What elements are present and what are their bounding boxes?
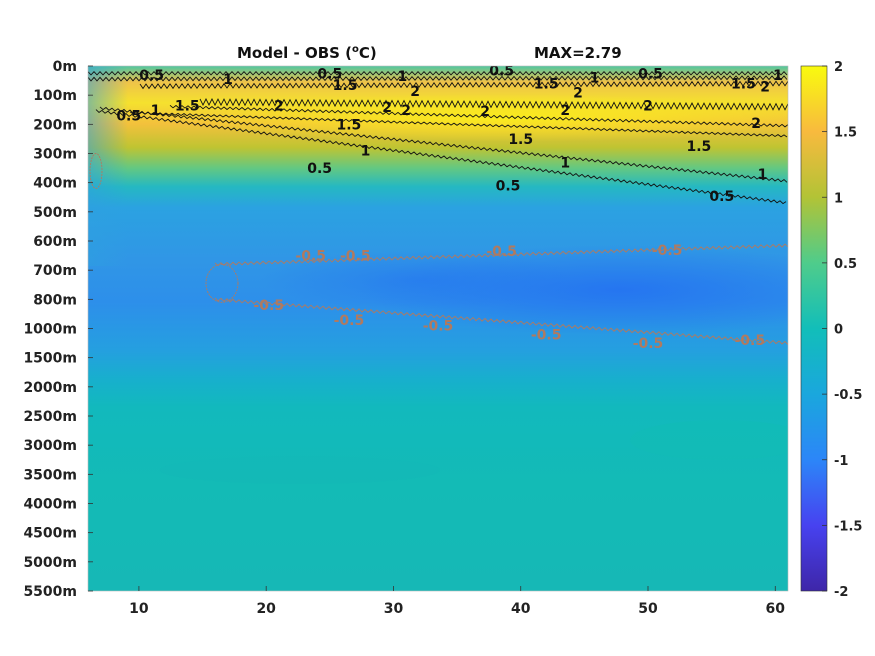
contour-label: -0.5 bbox=[486, 244, 517, 260]
colorbar-tick-label: -2 bbox=[834, 585, 848, 600]
contour-label: 0.5 bbox=[317, 66, 342, 82]
contour-label: 1.5 bbox=[175, 98, 200, 114]
contour-label: -0.5 bbox=[633, 336, 664, 352]
contour-label: 1 bbox=[773, 68, 783, 84]
contour-lines bbox=[88, 71, 788, 345]
contour-label: 1 bbox=[758, 167, 768, 183]
contour-line-neg-lower bbox=[214, 297, 788, 345]
contour-label: 0.5 bbox=[307, 161, 332, 177]
contour-label: 1.5 bbox=[687, 139, 712, 155]
contour-label: 1.5 bbox=[333, 78, 358, 94]
contour-label: -0.5 bbox=[652, 243, 683, 259]
contour-label: 2 bbox=[382, 100, 392, 116]
y-tick-label: 400m bbox=[33, 176, 77, 192]
contour-label: 2 bbox=[480, 104, 490, 120]
contour-label: 2 bbox=[401, 103, 411, 119]
contour-label: 2 bbox=[643, 98, 653, 114]
contour-label: 1.5 bbox=[337, 117, 362, 133]
y-tick-label: 0m bbox=[53, 59, 77, 75]
contour-label: -0.5 bbox=[423, 319, 454, 335]
x-tick-label: 50 bbox=[638, 601, 658, 617]
contour-label: 2 bbox=[560, 103, 570, 119]
contour-label: 2 bbox=[573, 85, 583, 101]
y-tick-label: 3000m bbox=[23, 438, 77, 454]
contour-label: 2 bbox=[751, 116, 761, 132]
y-tick-label: 600m bbox=[33, 234, 77, 250]
contour-label: 1.5 bbox=[508, 132, 533, 148]
y-tick-label: 1000m bbox=[23, 322, 77, 338]
x-axis: 10 20 30 40 50 60 bbox=[129, 586, 785, 617]
x-tick-label: 30 bbox=[384, 601, 404, 617]
colorbar-tick-label: 2 bbox=[834, 60, 843, 75]
colorbar-tick-label: 1 bbox=[834, 191, 843, 206]
y-tick-label: 200m bbox=[33, 117, 77, 133]
contour-line-1.5-deep bbox=[129, 111, 788, 138]
y-tick-label: 100m bbox=[33, 88, 77, 104]
colorbar-tick-label: 0 bbox=[834, 323, 843, 338]
contour-label: 1 bbox=[361, 144, 371, 160]
contour-label: -0.5 bbox=[253, 298, 284, 314]
contour-label: 0.5 bbox=[116, 109, 141, 125]
max-annotation: MAX=2.79 bbox=[534, 44, 622, 62]
chart-title: Model - OBS (oC) bbox=[237, 44, 377, 62]
contour-line-1 bbox=[88, 75, 788, 82]
y-tick-label: 4500m bbox=[23, 526, 77, 542]
contour-label: 2 bbox=[410, 84, 420, 100]
contour-label: -0.5 bbox=[334, 313, 365, 329]
colorbar-tick-label: -0.5 bbox=[834, 388, 862, 403]
contour-line-0.5-deep bbox=[95, 109, 787, 205]
y-tick-label: 500m bbox=[33, 205, 77, 221]
contour-label: 1 bbox=[223, 72, 233, 88]
x-tick-label: 40 bbox=[511, 601, 531, 617]
contour-line-2 bbox=[199, 97, 788, 111]
x-tick-label: 60 bbox=[766, 601, 786, 617]
contour-line-0.5 bbox=[88, 71, 788, 76]
y-tick-label: 2500m bbox=[23, 409, 77, 425]
colorbar-tick-label: -1 bbox=[834, 454, 848, 469]
contour-label: 2 bbox=[274, 98, 284, 114]
contour-line-1.5 bbox=[139, 80, 788, 90]
contour-line-neg-left bbox=[89, 153, 103, 189]
contour-label: 0.5 bbox=[139, 68, 164, 84]
colorbar-axis: 2 1.5 1 0.5 0 -0.5 -1 -1.5 -2 bbox=[822, 60, 862, 600]
contour-line-1-deep bbox=[99, 106, 788, 183]
contour-label: -0.5 bbox=[340, 249, 371, 265]
contour-label: 2 bbox=[760, 79, 770, 95]
y-tick-label: 800m bbox=[33, 292, 77, 308]
y-tick-label: 5500m bbox=[23, 584, 77, 600]
contour-label: 0.5 bbox=[489, 63, 514, 79]
contour-label: 1.5 bbox=[534, 77, 559, 93]
x-tick-label: 10 bbox=[129, 601, 149, 617]
y-tick-label: 3500m bbox=[23, 467, 77, 483]
y-tick-label: 5000m bbox=[23, 555, 77, 571]
contour-line-neg-blob bbox=[205, 263, 239, 303]
colorbar-tick-label: 1.5 bbox=[834, 126, 857, 141]
contour-label: -0.5 bbox=[295, 249, 326, 265]
contour-label: 0.5 bbox=[638, 66, 663, 82]
contour-label: -0.5 bbox=[735, 333, 766, 349]
colorbar-tick-label: 0.5 bbox=[834, 257, 857, 272]
colorbar-tick-label: -1.5 bbox=[834, 519, 862, 534]
contour-label: 0.5 bbox=[496, 179, 521, 195]
contour-label: -0.5 bbox=[531, 327, 562, 343]
contour-label: 1 bbox=[590, 71, 600, 87]
contour-line-neg-upper bbox=[214, 243, 788, 267]
y-tick-label: 4000m bbox=[23, 497, 77, 513]
y-axis: 0m 100m 200m 300m 400m 500m 600m 700m 800m 1000m 1… bbox=[23, 59, 93, 600]
y-tick-label: 2000m bbox=[23, 380, 77, 396]
contour-label: 1.5 bbox=[731, 77, 756, 93]
contour-label: 0.5 bbox=[709, 189, 734, 205]
x-tick-label: 20 bbox=[256, 601, 276, 617]
contour-label: 1 bbox=[151, 103, 161, 119]
y-tick-label: 300m bbox=[33, 147, 77, 163]
y-tick-label: 700m bbox=[33, 263, 77, 279]
contour-label: 1 bbox=[397, 69, 407, 85]
contour-label: 1 bbox=[560, 155, 570, 171]
contour-line-1.5-lower bbox=[169, 104, 788, 128]
y-tick-label: 1500m bbox=[23, 351, 77, 367]
